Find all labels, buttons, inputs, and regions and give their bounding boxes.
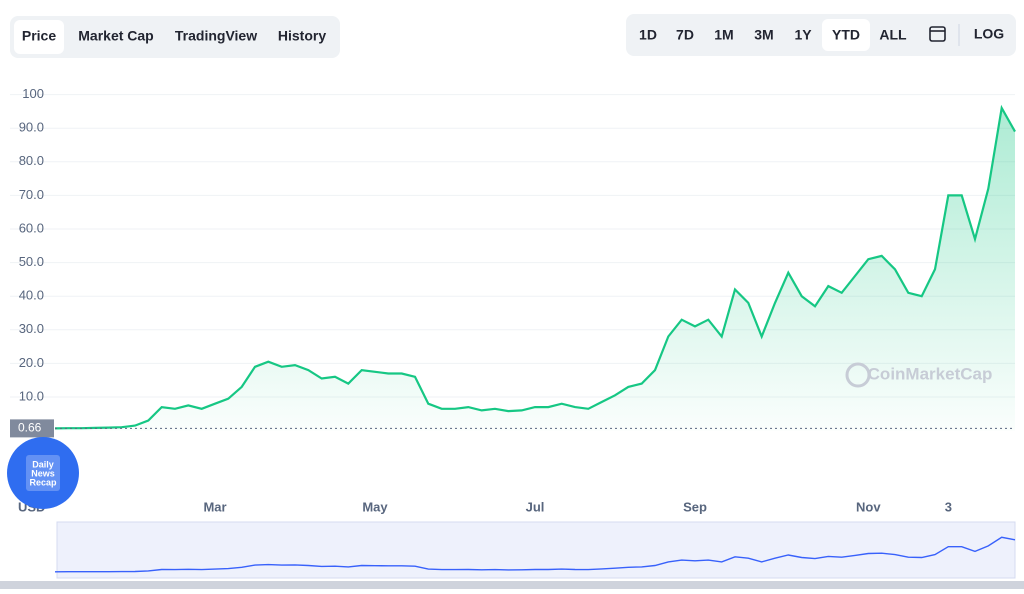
y-tick-label: 10.0: [19, 388, 44, 403]
price-line: [54, 104, 1016, 430]
range-button[interactable]: 3M: [754, 27, 773, 43]
y-tick-label: 40.0: [19, 288, 44, 303]
price-area: [55, 108, 1015, 431]
range-bar: [626, 14, 1016, 56]
tab[interactable]: Market Cap: [78, 28, 153, 44]
range-button[interactable]: ALL: [879, 27, 907, 43]
badge-box: [26, 455, 60, 491]
y-tick-label: 90.0: [19, 120, 44, 135]
y-tick-label: 70.0: [19, 187, 44, 202]
scrollbar: [0, 581, 1024, 589]
x-tick-label: May: [362, 499, 388, 514]
y-tick-label: 30.0: [19, 321, 44, 336]
range-button[interactable]: YTD: [832, 27, 860, 43]
active-range: [822, 19, 870, 51]
range-button[interactable]: 1Y: [794, 27, 812, 43]
log-button[interactable]: LOG: [974, 26, 1004, 42]
plot: 0.66: [10, 104, 1016, 438]
watermark: CoinMarketCap: [868, 364, 993, 383]
x-tick-label: 3: [945, 499, 952, 514]
y-tick-label: 50.0: [19, 254, 44, 269]
tab[interactable]: Price: [22, 28, 56, 44]
reference-label: 0.66: [18, 421, 42, 435]
tab-bar: [10, 16, 340, 58]
reference-tag: [10, 419, 54, 438]
range-button[interactable]: 1M: [714, 27, 733, 43]
badge-text: Recap: [29, 477, 57, 487]
navigator-plot: [54, 536, 1016, 573]
tab[interactable]: History: [278, 28, 326, 44]
x-tick-label: Mar: [203, 499, 226, 514]
range-button[interactable]: 1D: [639, 27, 657, 43]
y-tick-label: 20.0: [19, 355, 44, 370]
y-tick-label: 60.0: [19, 220, 44, 235]
watermark-logo: [845, 362, 871, 388]
active-tab: [14, 20, 64, 54]
navigator-line: [54, 536, 1016, 573]
range-buttons: 1D 7D 1M 3M 1Y YTD ALL: [639, 27, 907, 43]
badge-text: Daily: [32, 459, 54, 469]
y-tick-label: 80.0: [19, 153, 44, 168]
x-tick-label: Sep: [683, 499, 707, 514]
badge: [7, 437, 79, 509]
x-tick-label: Nov: [856, 499, 881, 514]
calendar-icon[interactable]: [929, 26, 946, 42]
y-tick-label: 100: [22, 86, 44, 101]
badge-text: News: [31, 468, 55, 478]
range-button[interactable]: 7D: [676, 27, 694, 43]
x-tick-label: Jul: [526, 499, 545, 514]
tab[interactable]: TradingView: [175, 28, 257, 44]
